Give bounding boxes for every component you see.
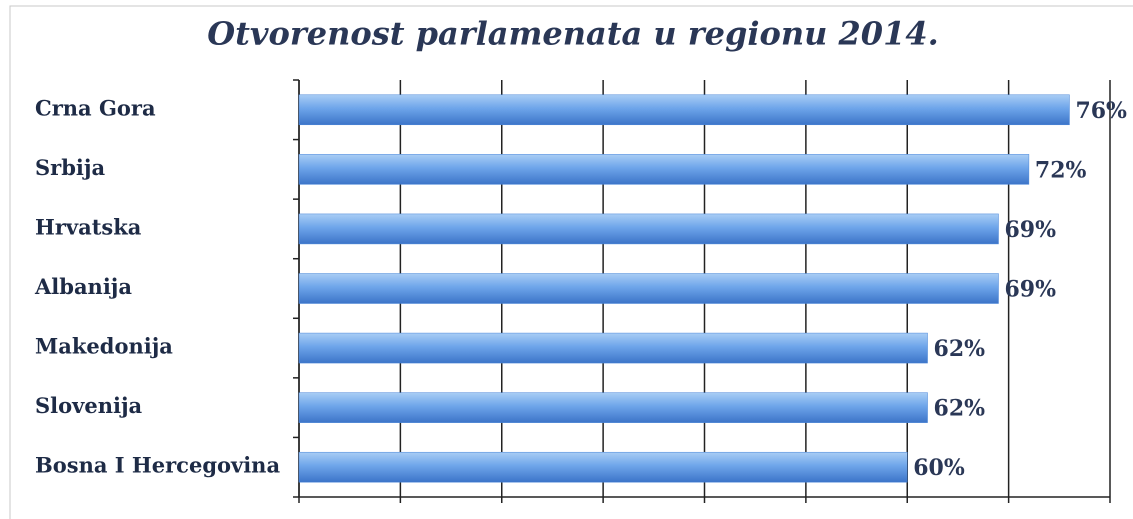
y-tick-label: Albanija (34, 274, 132, 299)
bar (298, 94, 1070, 126)
frame (9, 5, 1133, 519)
value-label: 60% (913, 455, 965, 481)
value-label: 69% (1004, 217, 1056, 243)
value-label: 62% (934, 396, 986, 422)
y-tick-label: Bosna I Hercegovina (35, 453, 280, 478)
bar (298, 154, 1030, 185)
value-label: 69% (1004, 277, 1056, 303)
value-label: 76% (1075, 98, 1127, 124)
y-tick-label: Srbija (35, 155, 105, 180)
bar (298, 273, 999, 304)
bar (298, 332, 928, 364)
y-tick-label: Makedonija (35, 334, 173, 359)
bar (298, 213, 999, 245)
y-tick-label: Hrvatska (35, 214, 142, 239)
chart-title: Otvorenost parlamenata u regionu 2014. (207, 15, 938, 53)
bar (298, 392, 928, 423)
y-tick-label: Crna Gora (35, 95, 156, 120)
y-tick-label: Slovenija (35, 393, 143, 418)
value-label: 72% (1035, 157, 1087, 183)
bar (298, 451, 908, 483)
value-label: 62% (934, 336, 986, 362)
